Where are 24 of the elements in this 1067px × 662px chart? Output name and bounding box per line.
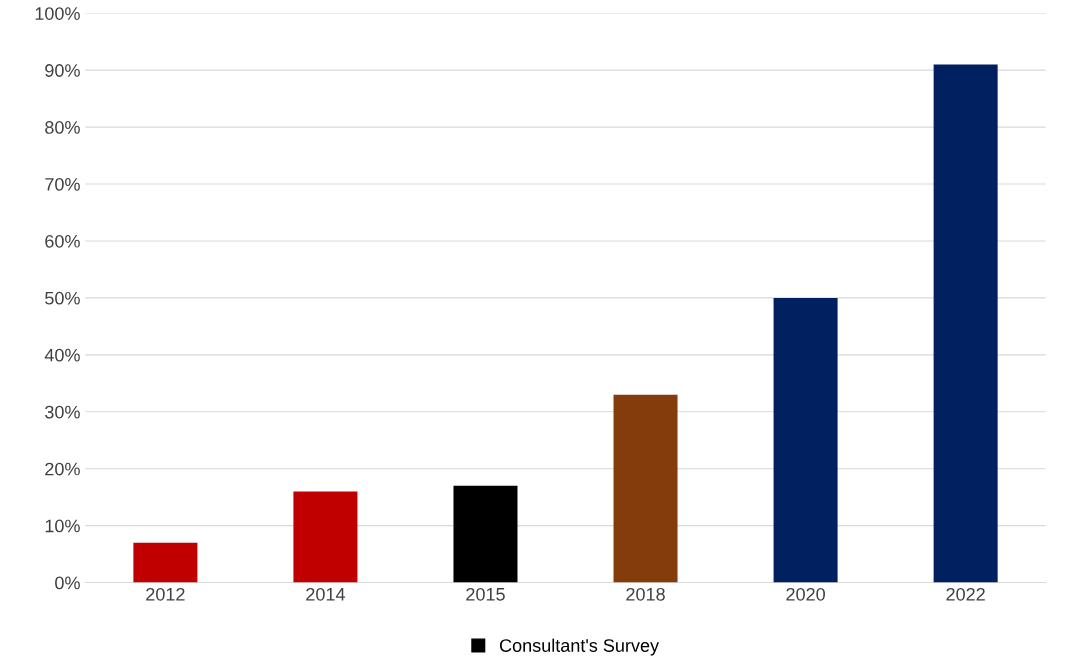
bar bbox=[613, 394, 678, 583]
y-tick-label: 90% bbox=[45, 64, 80, 77]
y-tick-label: 80% bbox=[45, 121, 80, 134]
x-tick-label: 2014 bbox=[306, 587, 345, 601]
x-tick-label: 2018 bbox=[626, 587, 665, 601]
y-tick-label: 30% bbox=[45, 405, 80, 419]
y-tick-label: 0% bbox=[55, 576, 80, 590]
x-tick-label: 2022 bbox=[946, 587, 985, 601]
y-tick-label: 10% bbox=[45, 519, 80, 533]
x-tick-label: 2015 bbox=[466, 587, 505, 601]
bar bbox=[773, 297, 838, 583]
x-tick-label: 2012 bbox=[146, 587, 185, 601]
y-tick-label: 40% bbox=[44, 348, 80, 362]
bar bbox=[133, 542, 198, 583]
bar bbox=[933, 64, 998, 583]
bar bbox=[453, 485, 518, 583]
y-tick-label: 60% bbox=[45, 234, 80, 248]
y-tick-label: 50% bbox=[45, 291, 80, 305]
y-tick-label: 20% bbox=[45, 462, 80, 476]
bar bbox=[293, 491, 358, 583]
y-tick-label: 70% bbox=[45, 177, 80, 191]
legend-label: Consultant's Survey bbox=[499, 638, 660, 656]
y-tick-label: 100% bbox=[35, 7, 80, 20]
x-tick-label: 2020 bbox=[786, 587, 825, 601]
